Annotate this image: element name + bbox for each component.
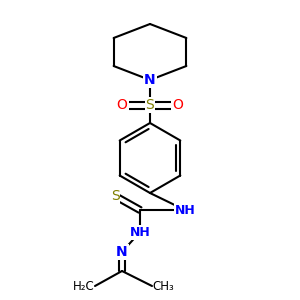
Text: S: S — [146, 98, 154, 112]
Text: N: N — [144, 73, 156, 87]
Text: N: N — [116, 245, 128, 259]
Text: S: S — [111, 189, 119, 203]
Text: O: O — [172, 98, 183, 112]
Text: H₂C: H₂C — [73, 280, 95, 292]
Text: CH₃: CH₃ — [152, 280, 174, 292]
Text: O: O — [117, 98, 128, 112]
Text: NH: NH — [130, 226, 150, 238]
Text: NH: NH — [175, 203, 195, 217]
